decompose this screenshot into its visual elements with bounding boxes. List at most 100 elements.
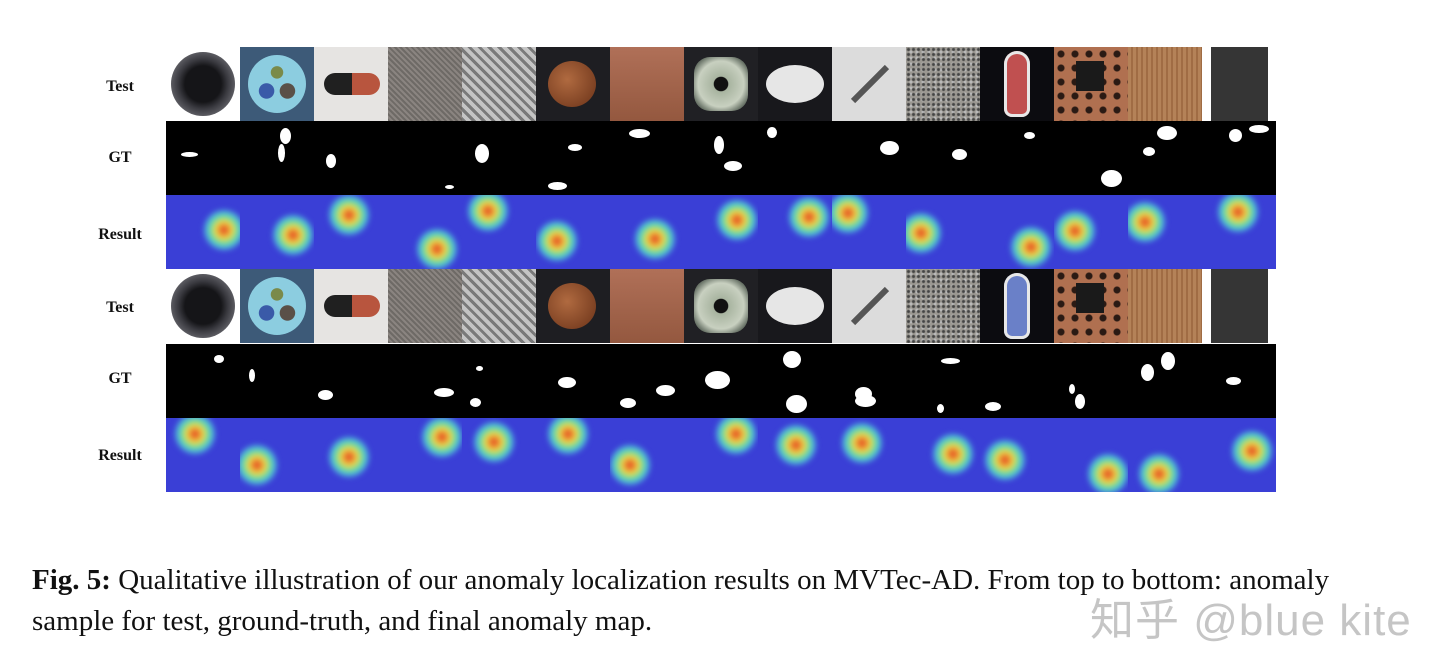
heatmap-hotspot [789,197,829,237]
heatmap-hotspot [1128,202,1165,242]
test-tile-wood [1128,269,1202,343]
gt-mask-region [1229,129,1242,142]
row-label-result-2: Result [98,447,142,464]
result-tile-bottle [166,195,240,269]
test-tile-tile [906,47,980,121]
heatmap-hotspot [537,221,577,261]
heatmap-hotspot [832,195,868,233]
capsule-object [324,73,380,95]
test-tile-leather [610,269,684,343]
result-tile-cable [240,418,314,492]
gt-tile-bottle [166,121,240,195]
test-tile-carpet [388,47,462,121]
heatmap-hotspot [1139,454,1179,492]
gt-mask-region [629,129,650,138]
gt-mask-region [470,398,481,407]
test-tile-toothbrush [980,47,1054,121]
result-tile-grid [462,418,536,492]
gt-mask-region [714,136,724,154]
test-tile-leather [610,47,684,121]
test-tile-zipper [1202,269,1276,343]
heatmap-hotspot [842,423,882,463]
heatmap-hotspot [716,418,756,454]
heatmap-hotspot [468,195,508,231]
heatmap-hotspot [474,422,514,462]
test-tile-metal_nut [684,269,758,343]
gt-mask-region [181,152,198,157]
result-tile-pill [758,195,832,269]
result-tile-bottle [166,418,240,492]
bottle-object [171,274,235,338]
test-tile-bottle [166,47,240,121]
gt-mask-region [568,144,582,151]
gt-tile-bottle [166,344,240,418]
gt-mask-region [214,355,224,363]
result-tile-capsule [314,195,388,269]
gt-tile-carpet [388,121,462,195]
heatmap-hotspot [1011,227,1051,267]
row-label-gt-1: GT [108,149,132,166]
heatmap-hotspot [1055,211,1095,251]
gt-mask-region [705,371,730,389]
gt-tile-wood [1128,344,1202,418]
heatmap-hotspot [610,445,650,485]
gt-tile-tile [906,344,980,418]
heatmap-hotspot [329,195,369,235]
gt-mask-region [767,127,777,138]
gt-tile-capsule [314,121,388,195]
gt-tile-cable [240,344,314,418]
gt-mask-region [445,185,454,189]
heatmap-hotspot [422,418,462,457]
result-tile-metal_nut [684,418,758,492]
gt-mask-region [318,390,333,400]
result-tile-leather [610,418,684,492]
test-tile-transistor [1054,269,1128,343]
result-tile-leather [610,195,684,269]
test-tile-grid [462,269,536,343]
result-tile-toothbrush [980,418,1054,492]
test-tile-carpet [388,269,462,343]
heatmap-hotspot [273,215,313,255]
gt-mask-region [1157,126,1177,140]
gt-mask-region [1024,132,1035,139]
row-label-test-1: Test [106,78,134,95]
row-label-gt-2: GT [108,370,132,387]
test-tile-pill [758,47,832,121]
test-tile-screw [832,47,906,121]
gt-tile-carpet [388,344,462,418]
gt-mask-region [880,141,899,155]
figure-caption: Fig. 5: Qualitative illustration of our … [32,560,1412,642]
heatmap-hotspot [204,210,240,250]
toothbrush-object [1004,51,1030,117]
gt-tile-tile [906,121,980,195]
gt-mask-region [1161,352,1175,370]
gt-tile-screw [832,121,906,195]
test-tile-cable [240,269,314,343]
caption-label: Fig. 5: [32,564,111,596]
gt-mask-region [786,395,807,413]
heatmap-hotspot [1232,431,1272,471]
result-tile-screw [832,195,906,269]
heatmap-hotspot [635,219,675,259]
gt-mask-region [1101,170,1122,187]
result-tile-hazelnut [536,195,610,269]
transistor-object [1076,61,1104,91]
heatmap-hotspot [1218,195,1258,232]
row-label-test-2: Test [106,299,134,316]
gt-tile-metal_nut [684,121,758,195]
result-tile-wood [1128,418,1202,492]
heatmap-hotspot [1088,454,1128,492]
test-tile-pill [758,269,832,343]
pill-object [766,65,824,103]
gt-mask-region [724,161,742,171]
screw-object [850,64,890,104]
gt-tile-metal_nut [684,344,758,418]
capsule-object [324,295,380,317]
result-tile-metal_nut [684,195,758,269]
result-tile-grid [462,195,536,269]
watermark: 知乎 @blue kite [1090,596,1412,645]
gt-mask-region [476,366,483,371]
heatmap-hotspot [548,418,588,454]
heatmap-hotspot [985,440,1025,480]
